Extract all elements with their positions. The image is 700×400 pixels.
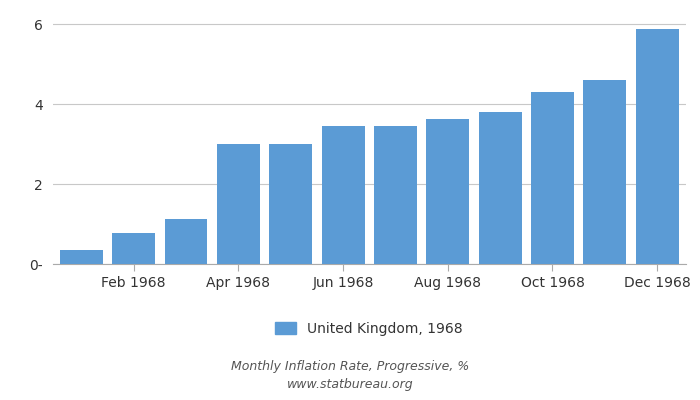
Bar: [112, 233, 155, 264]
Bar: [321, 126, 365, 264]
Legend: United Kingdom, 1968: United Kingdom, 1968: [270, 316, 468, 342]
Bar: [217, 144, 260, 264]
Bar: [270, 144, 312, 264]
Bar: [164, 219, 207, 264]
Bar: [374, 126, 417, 264]
Bar: [636, 29, 679, 264]
Bar: [60, 250, 103, 264]
Text: Monthly Inflation Rate, Progressive, %: Monthly Inflation Rate, Progressive, %: [231, 360, 469, 373]
Bar: [583, 80, 627, 264]
Bar: [426, 119, 469, 264]
Text: www.statbureau.org: www.statbureau.org: [287, 378, 413, 391]
Bar: [531, 92, 574, 264]
Bar: [479, 112, 522, 264]
